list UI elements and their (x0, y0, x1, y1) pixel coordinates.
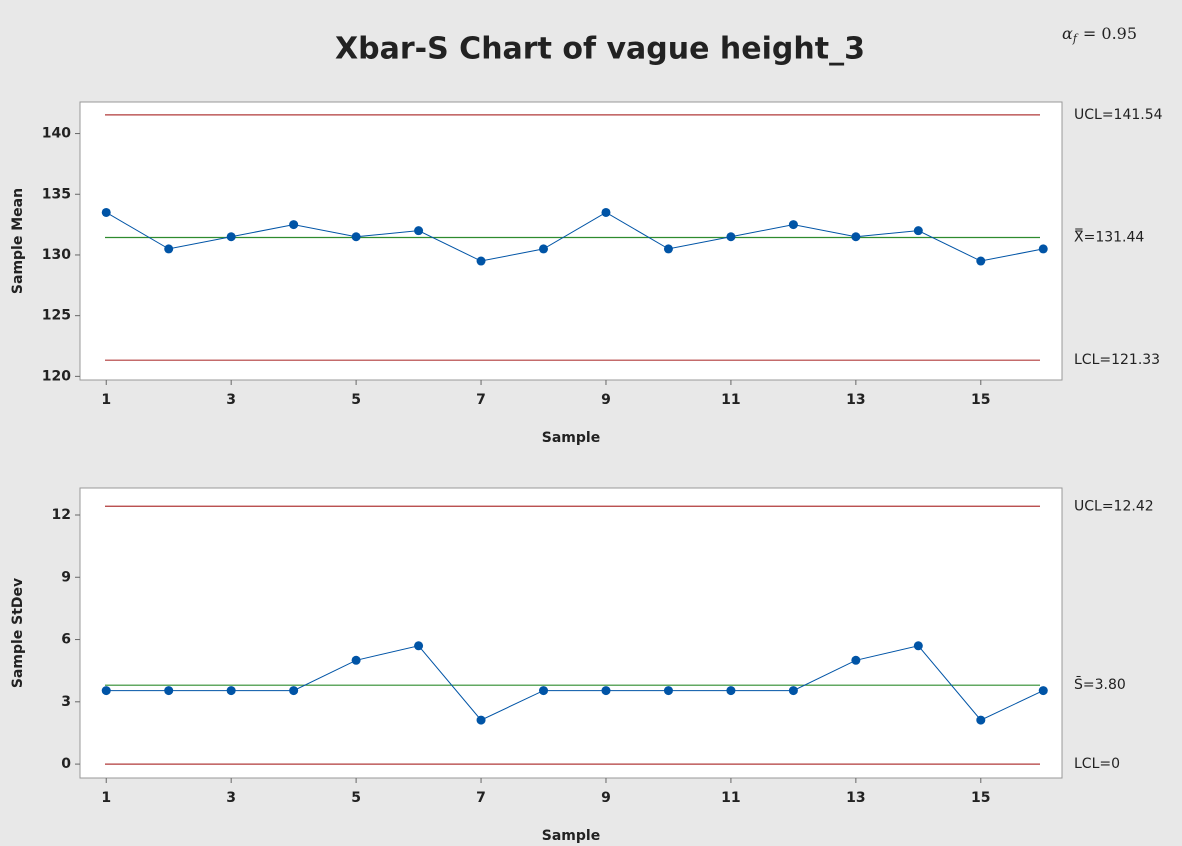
y-tick-label: 135 (42, 186, 71, 202)
data-point (788, 220, 798, 230)
data-point (351, 655, 361, 665)
x-tick-label: 15 (971, 392, 990, 408)
y-tick-label: 9 (61, 569, 71, 585)
data-point (101, 686, 111, 696)
y-tick-label: 130 (42, 247, 71, 263)
control-limit-label: S̄=3.80 (1074, 676, 1126, 694)
x-tick-label: 3 (226, 790, 236, 806)
plot-area (79, 487, 1063, 779)
data-point (663, 686, 673, 696)
x-tick-label: 11 (721, 790, 740, 806)
y-tick-label: 12 (52, 507, 71, 523)
data-point (726, 686, 736, 696)
data-point (976, 256, 986, 266)
data-point (601, 686, 611, 696)
data-point (476, 256, 486, 266)
x-tick-label: 1 (101, 392, 111, 408)
data-point (414, 641, 424, 651)
x-tick-label: 5 (351, 790, 361, 806)
data-point (726, 232, 736, 242)
y-tick-label: 140 (42, 126, 71, 142)
annotation-subscript: f (1072, 32, 1079, 45)
data-point (851, 232, 861, 242)
y-tick-label: 6 (61, 632, 71, 648)
data-point (913, 226, 923, 236)
data-point (414, 226, 424, 236)
data-point (663, 244, 673, 254)
data-point (539, 686, 549, 696)
data-point (851, 655, 861, 665)
annotation: αf = 0.95 (1062, 24, 1137, 46)
x-tick-label: 13 (846, 790, 865, 806)
data-point (1038, 686, 1048, 696)
control-limit-label: X̿=131.44 (1074, 228, 1144, 246)
x-tick-label: 15 (971, 790, 990, 806)
data-point (476, 715, 486, 725)
data-point (788, 686, 798, 696)
x-axis-label: Sample (542, 828, 600, 844)
x-tick-label: 1 (101, 790, 111, 806)
data-point (289, 220, 299, 230)
data-point (164, 686, 174, 696)
data-point (164, 244, 174, 254)
data-point (601, 207, 611, 217)
x-tick-label: 7 (476, 790, 486, 806)
x-tick-label: 5 (351, 392, 361, 408)
data-point (539, 244, 549, 254)
x-tick-label: 9 (601, 392, 611, 408)
data-point (226, 686, 236, 696)
x-tick-label: 3 (226, 392, 236, 408)
chart-title: Xbar-S Chart of vague height_3 (335, 32, 865, 67)
x-tick-label: 11 (721, 392, 740, 408)
control-limit-label: UCL=12.42 (1074, 498, 1154, 514)
y-axis-label: Sample Mean (10, 188, 26, 294)
annotation-symbol: α (1062, 24, 1073, 43)
data-line (106, 645, 1044, 721)
data-point (913, 641, 923, 651)
data-point (976, 715, 986, 725)
data-point (289, 686, 299, 696)
data-line (105, 211, 1044, 262)
control-limit-label: LCL=0 (1074, 756, 1120, 772)
x-axis-label: Sample (542, 430, 600, 446)
x-tick-label: 13 (846, 392, 865, 408)
annotation-text: = 0.95 (1083, 24, 1137, 43)
y-axis-label: Sample StDev (10, 578, 26, 688)
data-point (351, 232, 361, 242)
y-tick-label: 120 (42, 368, 71, 384)
data-point (1038, 244, 1048, 254)
y-tick-label: 3 (61, 694, 71, 710)
x-tick-label: 7 (476, 392, 486, 408)
data-point (101, 207, 111, 217)
x-tick-label: 9 (601, 790, 611, 806)
y-tick-label: 0 (61, 756, 71, 772)
data-point (226, 232, 236, 242)
y-tick-label: 125 (42, 308, 71, 324)
control-limit-label: UCL=141.54 (1074, 107, 1163, 123)
control-limit-label: LCL=121.33 (1074, 352, 1160, 368)
plot-area (79, 101, 1063, 381)
